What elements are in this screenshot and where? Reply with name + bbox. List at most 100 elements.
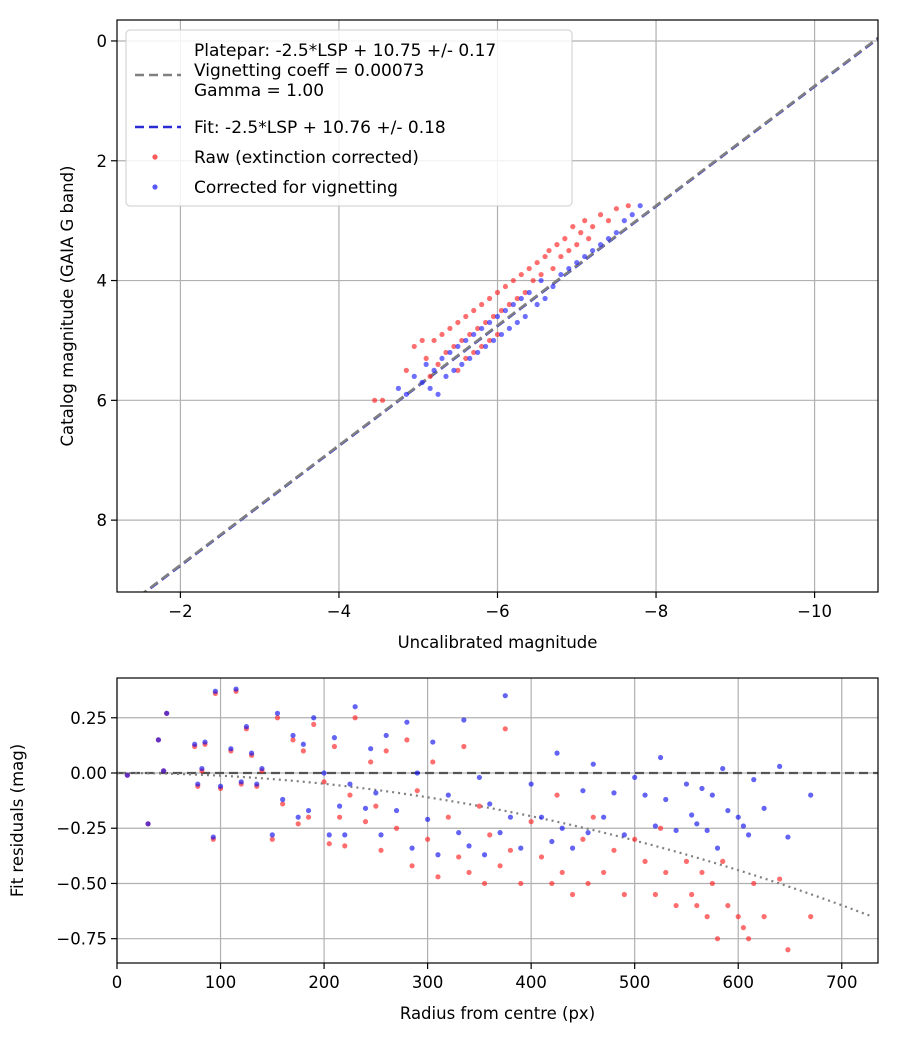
data-point (704, 827, 710, 834)
legend-swatch-raw (152, 154, 158, 160)
data-point (740, 823, 747, 829)
data-point (337, 803, 343, 809)
data-point (590, 224, 596, 230)
data-point (199, 765, 205, 772)
data-point (430, 739, 436, 745)
data-point (673, 902, 679, 909)
data-point (456, 854, 462, 860)
data-point (326, 832, 332, 838)
data-point (621, 891, 627, 898)
data-point (475, 325, 481, 332)
data-point (463, 337, 469, 344)
data-point (483, 319, 489, 326)
vignetting-model-line (117, 771, 874, 918)
data-point (526, 289, 532, 296)
data-point (518, 845, 524, 851)
data-point (378, 847, 384, 853)
data-point (486, 295, 493, 302)
data-point (300, 741, 306, 747)
data-point (761, 914, 767, 920)
data-point (554, 242, 560, 248)
data-point (475, 349, 481, 356)
x-tick-label: 100 (205, 973, 237, 992)
data-point (274, 710, 281, 716)
data-point (368, 759, 374, 765)
data-point (704, 914, 710, 920)
data-point (425, 816, 431, 822)
data-point (502, 726, 508, 732)
data-point (425, 836, 431, 842)
data-point (466, 869, 472, 876)
data-point (725, 807, 731, 814)
data-point (280, 796, 286, 803)
legend-label-raw: Raw (extinction corrected) (194, 148, 419, 168)
bottom-y-axis-label: Fit residuals (mag) (8, 744, 27, 897)
data-point (393, 807, 400, 814)
data-point (311, 715, 317, 721)
data-point (629, 212, 635, 218)
data-point (714, 936, 721, 942)
data-point (160, 768, 167, 774)
data-point (663, 796, 669, 803)
data-point (562, 236, 568, 242)
data-point (605, 218, 612, 224)
bottom-plot-frame (116, 677, 879, 964)
data-point (471, 331, 477, 338)
data-point (550, 283, 556, 290)
data-point (443, 373, 449, 379)
data-point (373, 803, 379, 809)
data-point (373, 790, 379, 796)
data-point (683, 858, 690, 864)
data-point (497, 863, 503, 869)
data-point (483, 343, 489, 350)
data-point (466, 843, 472, 849)
x-tick-label: 0 (112, 973, 123, 992)
legend-label-platepar: Gamma = 1.00 (194, 81, 324, 101)
data-point (486, 319, 493, 326)
data-point (461, 743, 467, 750)
data-point (497, 830, 503, 836)
legend-label-fit: Fit: -2.5*LSP + 10.76 +/- 0.18 (194, 118, 446, 138)
data-point (632, 836, 638, 842)
data-point (202, 739, 208, 745)
data-point (582, 218, 588, 224)
data-point (379, 397, 386, 403)
data-point (326, 841, 332, 847)
data-point (534, 301, 540, 308)
data-point (673, 827, 679, 834)
data-point (435, 852, 441, 858)
y-tick-label: 8 (97, 511, 108, 530)
data-point (403, 391, 409, 397)
data-point (518, 880, 524, 887)
data-point (342, 843, 348, 849)
data-point (368, 746, 374, 752)
data-point (522, 313, 528, 320)
data-point (580, 788, 586, 794)
data-point (761, 805, 767, 811)
x-tick-label: −6 (485, 602, 509, 621)
bottom-x-axis-label: Radius from centre (px) (400, 1004, 595, 1023)
data-point (486, 337, 493, 344)
data-point (481, 880, 488, 887)
data-point (409, 863, 415, 869)
data-point (321, 779, 327, 785)
data-point (566, 247, 572, 254)
bottom-reference-lines (117, 771, 878, 918)
data-point (195, 781, 201, 787)
data-point (613, 230, 620, 236)
data-point (455, 367, 461, 373)
data-point (463, 313, 469, 320)
data-point (657, 754, 664, 761)
data-point (585, 880, 591, 887)
data-point (274, 715, 281, 721)
data-point (625, 203, 631, 209)
data-point (305, 807, 312, 814)
data-point (352, 704, 358, 710)
data-point (419, 379, 425, 385)
data-point (652, 823, 658, 829)
data-point (554, 792, 560, 798)
top-ticks: −2 −4 −6 −8 −10 0 2 4 6 8 (97, 32, 832, 621)
legend-label-platepar: Platepar: -2.5*LSP + 10.75 +/- 0.17 (194, 41, 496, 61)
data-point (590, 761, 596, 767)
data-point (494, 331, 501, 338)
